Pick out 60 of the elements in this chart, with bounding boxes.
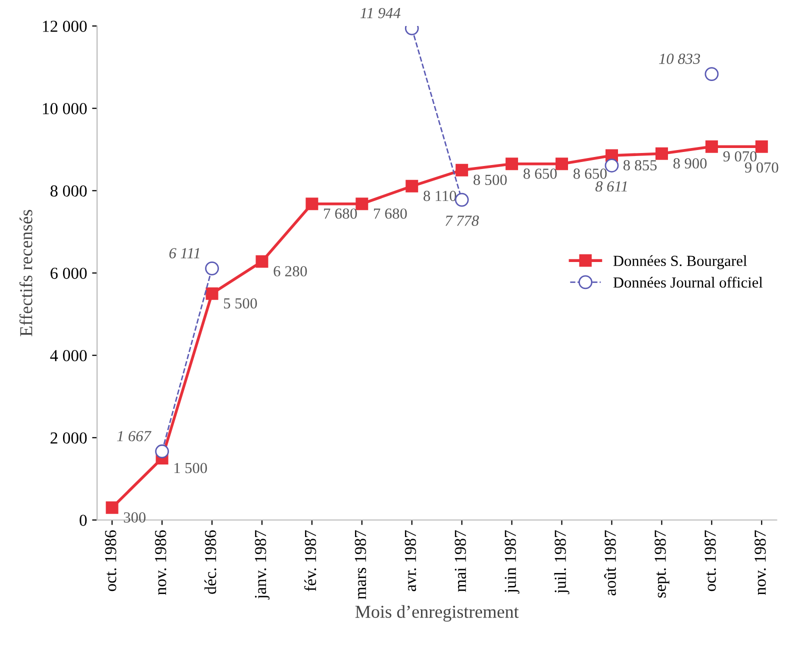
point xyxy=(454,192,469,207)
data-label: 6 111 xyxy=(169,248,200,258)
point xyxy=(705,140,718,153)
x-tick-label: août 1987 xyxy=(604,530,616,596)
x-tick-label: juil. 1987 xyxy=(554,530,570,594)
data-label: 10 833 xyxy=(659,54,700,64)
data-label: 7 680 xyxy=(374,208,407,219)
x-tick-label: déc. 1986 xyxy=(204,530,216,594)
data-label: 11 944 xyxy=(360,8,400,18)
x-tick-label: oct. 1986 xyxy=(104,530,116,592)
legend-label: Données S. Bourgarel xyxy=(613,255,747,270)
data-label: 8 110 xyxy=(424,190,456,202)
point xyxy=(506,158,518,170)
data-label: 1 667 xyxy=(117,431,152,442)
point xyxy=(655,147,668,160)
data-label: 8 611 xyxy=(595,181,627,192)
x-tick-label: sept. 1987 xyxy=(654,530,670,598)
data-label: 300 xyxy=(124,512,146,523)
y-tick-label: 4 000 xyxy=(50,350,87,362)
point xyxy=(406,180,418,192)
x-tick-label: mai 1987 xyxy=(454,530,466,592)
data-label: 7 680 xyxy=(324,208,357,219)
data-label: 8 500 xyxy=(474,174,507,186)
point xyxy=(755,140,768,153)
point xyxy=(356,198,368,210)
data-label: 8 900 xyxy=(673,158,707,169)
x-tick-label: nov. 1986 xyxy=(154,530,166,595)
point xyxy=(556,158,568,170)
x-tick-label: avr. 1987 xyxy=(404,530,416,592)
y-tick-label: 12 000 xyxy=(42,20,87,32)
data-label: 9 070 xyxy=(744,162,778,173)
data-label: 8 855 xyxy=(623,160,657,170)
point xyxy=(456,164,468,176)
y-tick-label: 8 000 xyxy=(50,185,87,197)
x-tick-label: oct. 1987 xyxy=(704,530,716,592)
data-label: 7 778 xyxy=(446,216,479,226)
y-tick-label: 6 000 xyxy=(50,268,87,279)
data-label: 1 500 xyxy=(174,462,207,474)
x-tick-label: mars 1987 xyxy=(354,530,366,600)
y-tick-label: 0 xyxy=(80,514,87,526)
data-label: 6 280 xyxy=(274,266,307,276)
y-tick-label: 10 000 xyxy=(42,103,87,114)
data-label: 5 500 xyxy=(224,298,257,309)
y-axis-title: Effectifs recensés xyxy=(19,210,32,336)
x-tick-label: juin 1987 xyxy=(504,530,520,594)
x-tick-label: janv. 1987 xyxy=(254,530,270,600)
x-tick-label: fév. 1987 xyxy=(304,530,316,592)
point xyxy=(205,261,219,276)
x-tick-label: nov. 1987 xyxy=(754,530,766,595)
point xyxy=(306,198,318,210)
data-label: 8 650 xyxy=(573,168,607,179)
legend-label: Données Journal officiel xyxy=(613,276,763,288)
data-label: 9 070 xyxy=(723,151,757,162)
point xyxy=(206,287,218,300)
point xyxy=(256,255,268,268)
point xyxy=(106,501,118,514)
x-axis-title: Mois d’enregistrement xyxy=(355,605,519,622)
point xyxy=(155,444,169,458)
data-label: 8 650 xyxy=(524,168,557,179)
y-tick-label: 2 000 xyxy=(50,432,87,444)
